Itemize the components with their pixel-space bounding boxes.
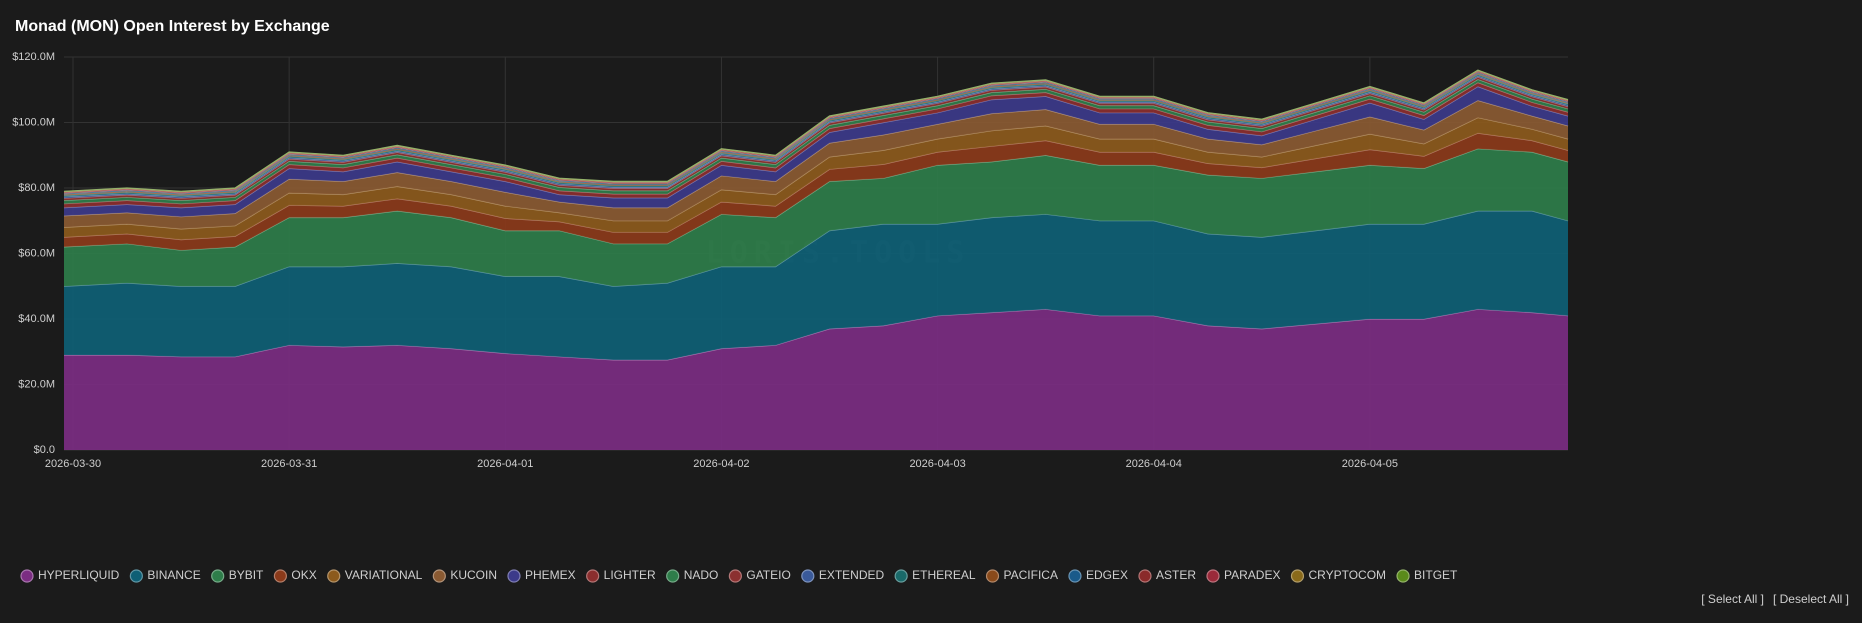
legend-item[interactable]: BYBIT — [211, 568, 264, 583]
legend-item[interactable]: PACIFICA — [985, 568, 1058, 583]
y-tick-label: $0.0 — [34, 444, 55, 456]
legend-item[interactable]: BINANCE — [129, 568, 201, 583]
legend-swatch — [801, 569, 815, 583]
legend-label: EXTENDED — [819, 568, 885, 582]
area — [64, 133, 1568, 251]
legend-label: NADO — [684, 568, 719, 582]
legend-label: OKX — [291, 568, 316, 582]
legend-item[interactable]: HYPERLIQUID — [20, 568, 120, 583]
legend-item[interactable]: PHEMEX — [507, 568, 576, 583]
legend-label: BINANCE — [147, 568, 200, 582]
legend-swatch — [432, 569, 446, 583]
y-tick-label: $60.0M — [18, 247, 55, 259]
legend-label: PARADEX — [1224, 568, 1280, 582]
legend-label: BYBIT — [229, 568, 264, 582]
legend-label: KUCOIN — [450, 568, 497, 582]
legend-swatch — [586, 569, 600, 583]
legend-swatch — [273, 569, 287, 583]
legend-label: PHEMEX — [525, 568, 576, 582]
y-tick-label: $120.0M — [12, 51, 55, 63]
area-line — [63, 69, 1569, 192]
legend-swatch — [211, 569, 225, 583]
legend-swatch — [507, 569, 521, 583]
legend-item[interactable]: ASTER — [1138, 568, 1196, 583]
legend-item[interactable]: BITGET — [1396, 568, 1458, 583]
legend-label: ETHEREAL — [912, 568, 976, 582]
x-tick-label: 2026-03-30 — [45, 458, 101, 470]
chart-title: Monad (MON) Open Interest by Exchange — [15, 18, 330, 35]
x-tick-label: 2026-04-03 — [909, 458, 965, 470]
select-all-button[interactable]: [ Select All ] — [1701, 592, 1764, 606]
y-tick-label: $20.0M — [18, 378, 55, 390]
legend-label: LIGHTER — [604, 568, 656, 582]
legend-label: BITGET — [1414, 568, 1458, 582]
y-tick-label: $100.0M — [12, 116, 55, 128]
x-tick-label: 2026-04-01 — [477, 458, 533, 470]
legend-swatch — [666, 569, 680, 583]
legend-item[interactable]: NADO — [666, 568, 719, 583]
y-tick-label: $80.0M — [18, 182, 55, 194]
legend-swatch — [1290, 569, 1305, 583]
legend-swatch — [728, 569, 742, 583]
x-tick-label: 2026-04-02 — [693, 458, 749, 470]
area — [64, 86, 1568, 217]
area — [64, 210, 1568, 360]
x-tick-label: 2026-04-04 — [1126, 458, 1182, 470]
legend-label: ASTER — [1156, 568, 1196, 582]
legend-swatch — [1206, 569, 1220, 583]
area — [64, 309, 1568, 450]
legend-swatch — [894, 569, 908, 583]
legend-swatch — [1138, 569, 1152, 583]
x-tick-label: 2026-04-05 — [1342, 458, 1398, 470]
legend-item[interactable]: ETHEREAL — [894, 568, 976, 583]
legend-swatch — [1068, 569, 1082, 583]
legend-item[interactable]: EDGEX — [1068, 568, 1128, 583]
legend-label: CRYPTOCOM — [1308, 568, 1386, 582]
legend-label: HYPERLIQUID — [38, 568, 120, 582]
legend-swatch — [1396, 569, 1410, 583]
legend-item[interactable]: OKX — [273, 568, 317, 583]
legend-swatch — [985, 569, 1000, 583]
legend-item[interactable]: CRYPTOCOM — [1290, 568, 1386, 583]
area — [64, 148, 1568, 287]
legend-label: VARIATIONAL — [345, 568, 423, 582]
legend-swatch — [129, 569, 143, 583]
legend-label: PACIFICA — [1004, 568, 1058, 582]
legend-label: GATEIO — [746, 568, 790, 582]
y-tick-label: $40.0M — [18, 313, 55, 325]
x-tick-label: 2026-03-31 — [261, 458, 317, 470]
legend-label: EDGEX — [1086, 568, 1128, 582]
legend-item[interactable]: EXTENDED — [801, 568, 885, 583]
legend-item[interactable]: KUCOIN — [432, 568, 497, 583]
deselect-all-button[interactable]: [ Deselect All ] — [1773, 592, 1849, 606]
area — [64, 100, 1568, 229]
legend-item[interactable]: PARADEX — [1206, 568, 1280, 583]
legend-swatch — [327, 569, 341, 583]
legend-swatch — [20, 569, 34, 583]
legend-item[interactable]: VARIATIONAL — [327, 568, 423, 583]
legend-item[interactable]: GATEIO — [728, 568, 791, 583]
legend-item[interactable]: LIGHTER — [586, 568, 656, 583]
